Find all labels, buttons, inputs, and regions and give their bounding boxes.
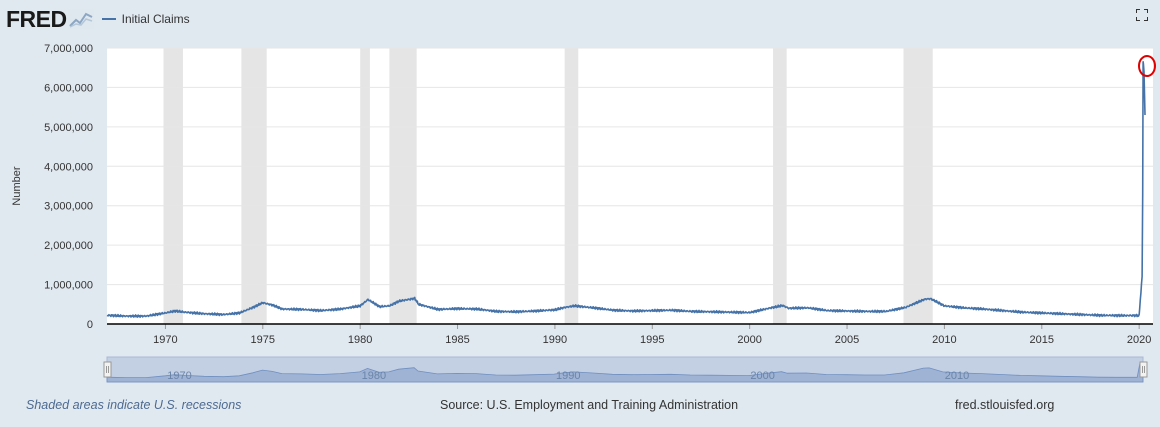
gridlines (107, 47, 1153, 286)
x-tick-label: 2015 (1030, 334, 1054, 346)
source-text: Source: U.S. Employment and Training Adm… (440, 398, 739, 412)
recession-band (163, 48, 183, 324)
navigator-handle-right[interactable] (1139, 361, 1148, 378)
y-tick-label: 5,000,000 (44, 122, 93, 134)
x-tick-label: 2020 (1127, 334, 1151, 346)
navigator-tick-label: 1990 (556, 370, 580, 382)
navigator-handle-left[interactable] (103, 361, 112, 378)
legend[interactable]: Initial Claims (101, 12, 190, 26)
y-tick-label: 4,000,000 (44, 161, 93, 173)
x-tick-label: 1970 (153, 334, 177, 346)
line-chart: 0 1,000,000 2,000,000 3,000,000 4,000,000 5,0… (11, 43, 1156, 383)
recession-note: Shaded areas indicate U.S. recessions (26, 398, 242, 412)
x-tick-label: 1985 (445, 334, 469, 346)
navigator-ticks: 1970 1980 1990 2000 2010 (167, 370, 969, 382)
plot-background (107, 48, 1153, 324)
recession-band (903, 48, 933, 324)
navigator[interactable]: 1970 1980 1990 2000 2010 (103, 356, 1148, 383)
y-axis-ticks: 0 1,000,000 2,000,000 3,000,000 4,000,000 5,0… (44, 43, 93, 331)
fred-line-chart-icon (67, 9, 94, 29)
peak-annotation-circle (1138, 55, 1156, 77)
x-tick-label: 1995 (640, 334, 664, 346)
chart-header: FRED Initial Claims (6, 6, 190, 32)
x-tick-label: 1975 (251, 334, 275, 346)
series-line-initial-claims (106, 61, 1146, 318)
x-axis-ticks: 1970 1975 1980 1985 1990 1995 2000 2005 2010 2015… (153, 324, 1151, 346)
x-tick-label: 1990 (543, 334, 567, 346)
recession-band (564, 48, 579, 324)
navigator-tick-label: 1980 (362, 370, 386, 382)
y-tick-label: 7,000,000 (44, 43, 93, 55)
recession-band (241, 48, 267, 324)
fred-logo[interactable]: FRED (6, 5, 67, 32)
x-tick-label: 2010 (932, 334, 956, 346)
y-tick-label: 6,000,000 (44, 82, 93, 94)
x-tick-label: 2005 (835, 334, 859, 346)
legend-label: Initial Claims (121, 12, 190, 26)
navigator-tick-label: 2010 (945, 370, 969, 382)
x-tick-label: 1980 (348, 334, 372, 346)
y-tick-label: 1,000,000 (44, 280, 93, 292)
y-axis-label: Number (11, 166, 23, 205)
recession-band (360, 48, 370, 324)
navigator-tick-label: 2000 (750, 370, 774, 382)
navigator-tick-label: 1970 (167, 370, 191, 382)
y-tick-label: 2,000,000 (44, 240, 93, 252)
y-tick-label: 0 (87, 319, 93, 331)
legend-swatch (101, 18, 116, 20)
recession-band (389, 48, 417, 324)
recession-band (773, 48, 787, 324)
site-url[interactable]: fred.stlouisfed.org (955, 398, 1055, 412)
navigator-area (106, 361, 1144, 383)
y-tick-label: 3,000,000 (44, 201, 93, 213)
recession-bands (163, 48, 933, 324)
x-tick-label: 2000 (737, 334, 761, 346)
